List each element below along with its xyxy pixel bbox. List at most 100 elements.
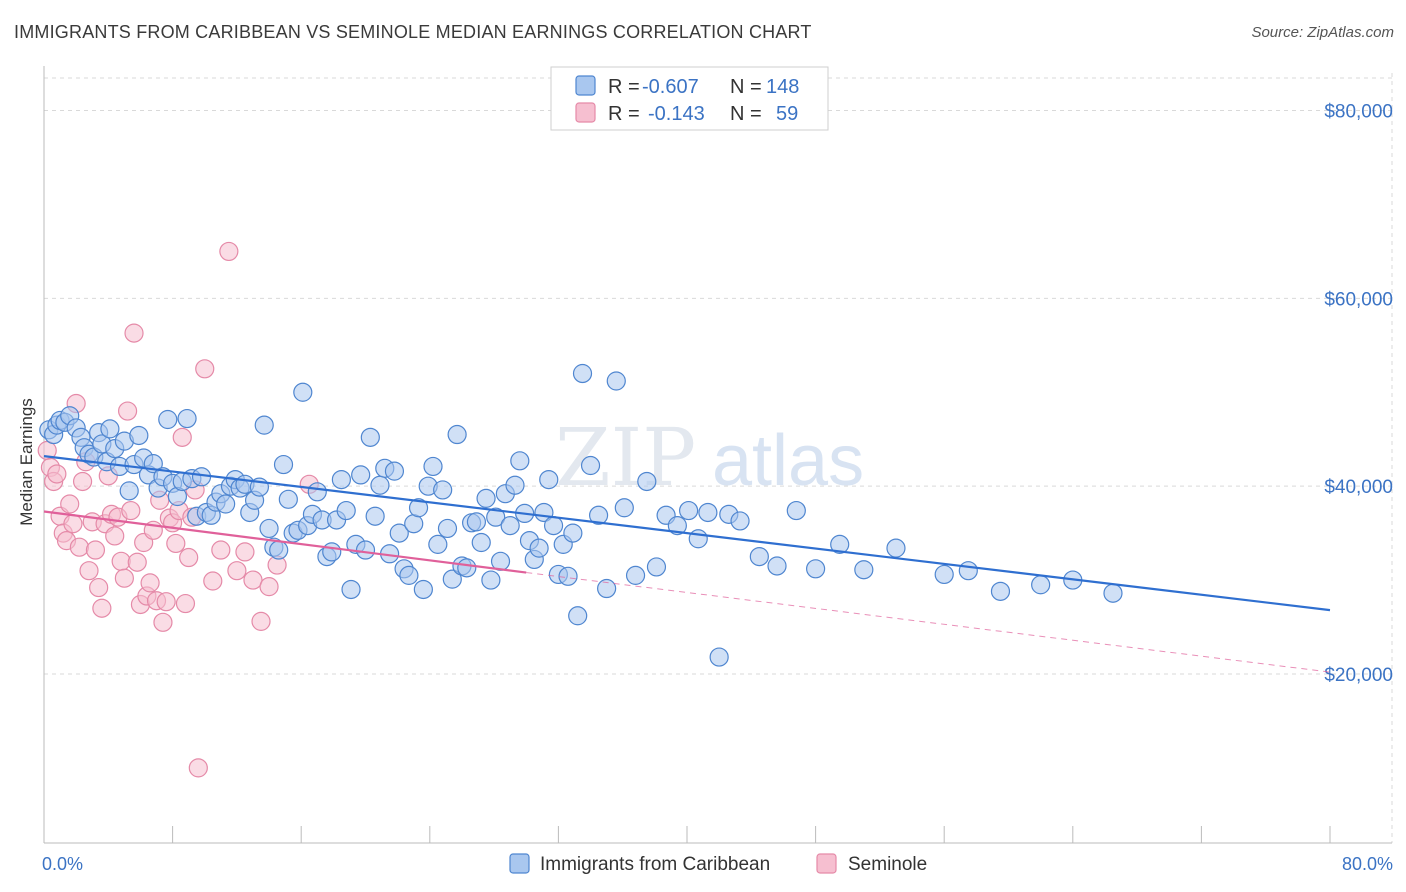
caribbean-point-137 xyxy=(958,561,978,581)
caribbean-point-47 xyxy=(259,518,279,539)
caribbean-point-97 xyxy=(500,516,520,536)
caribbean-point-141 xyxy=(1103,583,1123,603)
seminole-point-13 xyxy=(79,561,99,581)
caribbean-point-124 xyxy=(688,529,708,549)
y-tick-label-2: $60,000 xyxy=(1324,289,1393,310)
caribbean-point-128 xyxy=(730,511,750,531)
seminole-point-56 xyxy=(259,577,279,597)
caribbean-point-112 xyxy=(572,363,593,384)
caribbean-point-66 xyxy=(351,465,371,485)
caribbean-point-51 xyxy=(278,489,298,509)
caribbean-point-49 xyxy=(269,540,289,560)
y-tick-label-1: $40,000 xyxy=(1324,477,1393,498)
caribbean-point-38 xyxy=(216,494,236,514)
seminole-point-10 xyxy=(69,537,89,557)
caribbean-point-110 xyxy=(563,523,583,543)
seminole-point-49 xyxy=(203,571,223,591)
caribbean-point-99 xyxy=(510,451,530,471)
caribbean-point-63 xyxy=(336,500,356,521)
caribbean-points xyxy=(39,363,1123,667)
legend-r-value-1: -0.607 xyxy=(642,76,699,98)
caribbean-point-60 xyxy=(322,542,342,562)
seminole-point-8 xyxy=(63,514,83,534)
caribbean-point-92 xyxy=(476,488,496,508)
seminole-point-24 xyxy=(114,568,134,588)
caribbean-point-30 xyxy=(177,408,197,429)
caribbean-point-50 xyxy=(273,454,294,475)
seminole-point-40 xyxy=(166,533,186,554)
caribbean-point-67 xyxy=(355,540,376,560)
caribbean-point-132 xyxy=(805,559,826,579)
caribbean-point-64 xyxy=(341,579,361,600)
caribbean-point-90 xyxy=(466,512,487,532)
caribbean-point-122 xyxy=(667,516,687,536)
caribbean-point-116 xyxy=(606,371,626,391)
chart-source: Source: ZipAtlas.com xyxy=(1251,24,1394,41)
seminole-points xyxy=(37,241,319,778)
legend-n-value-1: 148 xyxy=(766,76,799,98)
caribbean-point-93 xyxy=(481,570,501,590)
seminole-point-55 xyxy=(251,611,271,631)
seminole-point-27 xyxy=(124,323,144,343)
caribbean-point-130 xyxy=(767,556,787,576)
caribbean-point-70 xyxy=(370,475,390,495)
caribbean-point-114 xyxy=(588,505,609,525)
legend-n-label-2: N = xyxy=(730,103,762,125)
caribbean-point-133 xyxy=(830,534,850,554)
seminole-point-28 xyxy=(127,552,147,572)
seminole-point-48 xyxy=(195,359,215,379)
legend-box xyxy=(550,66,829,131)
caribbean-point-98 xyxy=(505,475,525,495)
legend-swatch-caribbean xyxy=(575,75,596,96)
caribbean-point-62 xyxy=(331,469,351,490)
caribbean-point-86 xyxy=(447,424,467,445)
x-tick-label-min: 0.0% xyxy=(42,854,83,874)
caribbean-point-115 xyxy=(597,578,617,599)
caribbean-point-131 xyxy=(786,500,806,521)
seminole-point-52 xyxy=(227,561,247,581)
caribbean-point-18 xyxy=(119,481,139,501)
caribbean-point-54 xyxy=(293,382,313,402)
caribbean-point-111 xyxy=(568,606,588,626)
caribbean-point-57 xyxy=(307,482,327,502)
caribbean-point-135 xyxy=(886,538,906,558)
y-axis-title: Median Earnings xyxy=(17,398,36,526)
caribbean-point-109 xyxy=(558,566,578,586)
seminole-point-42 xyxy=(172,427,192,447)
caribbean-point-126 xyxy=(709,647,729,667)
seminole-point-53 xyxy=(235,542,255,562)
legend-r-label-1: R = xyxy=(608,76,640,98)
caribbean-point-69 xyxy=(365,506,385,526)
series-legend-swatch-caribbean xyxy=(509,853,530,874)
caribbean-point-26 xyxy=(158,409,178,430)
caribbean-point-129 xyxy=(749,546,769,567)
seminole-point-17 xyxy=(92,598,112,618)
y-tick-label-0: $20,000 xyxy=(1324,665,1393,686)
caribbean-point-94 xyxy=(486,507,506,527)
caribbean-point-74 xyxy=(389,523,409,543)
seminole-point-16 xyxy=(89,577,109,598)
seminole-point-44 xyxy=(179,547,199,568)
caribbean-point-78 xyxy=(408,498,429,518)
series-legend-caribbean: Immigrants from Caribbean xyxy=(540,854,770,875)
seminole-point-37 xyxy=(156,592,176,612)
caribbean-point-103 xyxy=(529,538,549,558)
legend-r-label-2: R = xyxy=(608,103,640,125)
legend-r-value-2: -0.143 xyxy=(648,103,705,125)
caribbean-point-68 xyxy=(360,427,380,447)
seminole-point-32 xyxy=(140,573,160,593)
tick-labels: $20,000 $40,000 $60,000 $80,000 0.0% 80.0% xyxy=(42,102,1393,874)
caribbean-point-88 xyxy=(457,558,477,578)
seminole-point-23 xyxy=(111,551,131,571)
seminole-point-51 xyxy=(219,241,239,262)
caribbean-point-46 xyxy=(254,415,274,435)
caribbean-point-77 xyxy=(404,514,424,534)
caribbean-point-106 xyxy=(543,516,564,536)
seminole-point-15 xyxy=(85,540,106,560)
series-legend-seminole: Seminole xyxy=(848,854,927,875)
seminole-point-50 xyxy=(211,540,231,560)
seminole-point-25 xyxy=(117,401,138,421)
watermark-atlas: atlas xyxy=(712,421,864,501)
caribbean-point-83 xyxy=(433,480,453,500)
